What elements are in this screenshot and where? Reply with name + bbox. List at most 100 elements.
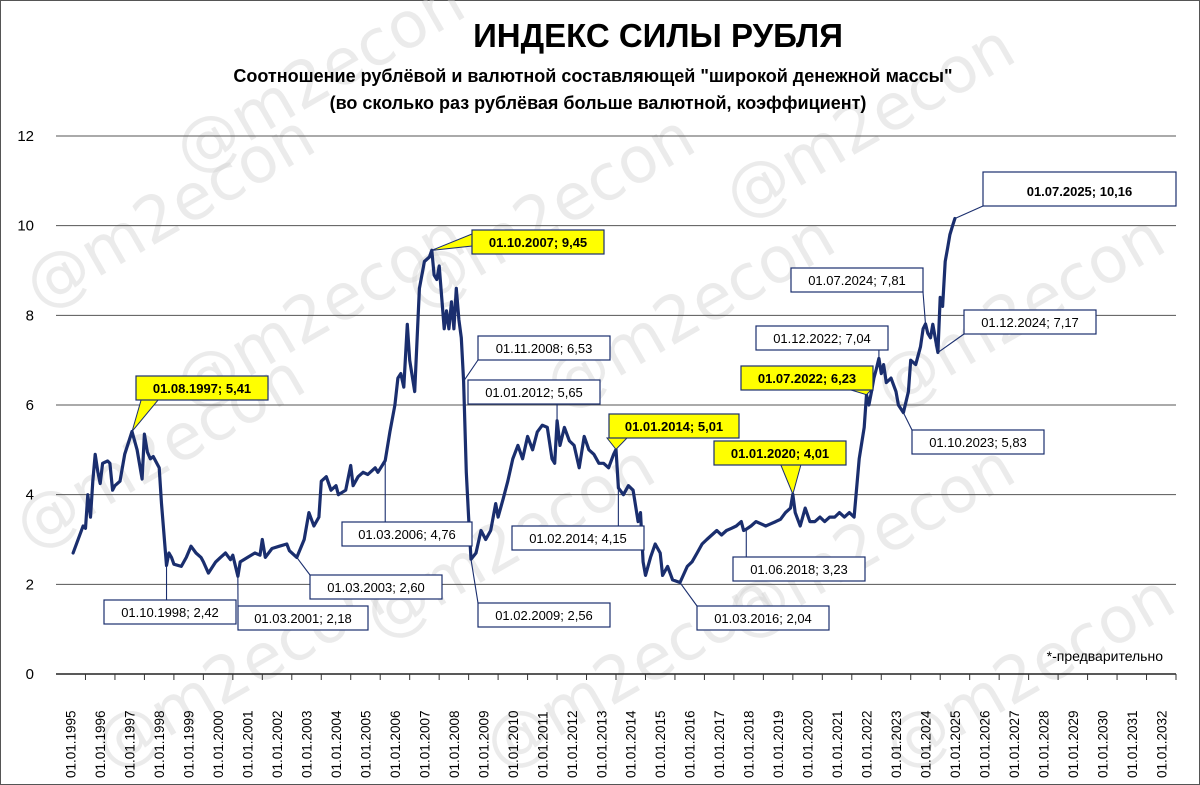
annotation-3: 01.03.2003; 2,60 <box>296 557 443 600</box>
annotation-6: 01.11.2008; 6,53 <box>463 335 611 382</box>
annotation-label: 01.10.2007; 9,45 <box>489 235 587 250</box>
annotation-2: 01.03.2001; 2,18 <box>237 576 369 631</box>
annotation-9: 01.01.2014; 5,01 <box>605 413 740 451</box>
annotation-leader <box>922 291 927 324</box>
annotation-label: 01.03.2006; 4,76 <box>358 527 456 542</box>
x-tick-label: 01.01.2019 <box>771 710 786 778</box>
annotation-10: 01.02.2014; 4,15 <box>511 487 645 551</box>
x-tick-label: 01.01.2022 <box>860 710 875 778</box>
annotation-leader <box>679 582 698 607</box>
annotation-label: 01.08.1997; 5,41 <box>153 381 251 396</box>
annotation-11: 01.03.2016; 2,04 <box>679 582 830 631</box>
annotation-box <box>963 309 1097 335</box>
annotation-box <box>135 375 269 401</box>
x-tick-label: 01.01.2006 <box>388 710 403 778</box>
x-tick-label: 01.01.2021 <box>830 710 845 778</box>
annotation-box <box>471 229 605 255</box>
x-tick-label: 01.01.2025 <box>948 710 963 778</box>
annotation-leader <box>954 205 984 219</box>
annotation-label: 01.03.2001; 2,18 <box>254 611 352 626</box>
x-tick-label: 01.01.2013 <box>594 710 609 778</box>
chart-title: ИНДЕКС СИЛЫ РУБЛЯ <box>473 17 843 54</box>
annotation-label: 01.03.2003; 2,60 <box>327 580 425 595</box>
annotation-box <box>237 605 369 631</box>
x-tick-label: 01.01.2020 <box>801 710 816 778</box>
annotation-18: 01.12.2024; 7,17 <box>937 309 1097 353</box>
x-tick-label: 01.01.2026 <box>977 710 992 778</box>
annotation-label: 01.10.1998; 2,42 <box>121 605 219 620</box>
annotation-label: 01.02.2009; 2,56 <box>495 608 593 623</box>
annotation-box <box>696 605 830 631</box>
watermark-text-7: @m2econ <box>2 339 317 564</box>
x-tick-label: 01.01.1996 <box>93 710 108 778</box>
annotation-box <box>477 602 611 628</box>
footnote-preliminary: *-предварительно <box>1047 648 1164 664</box>
x-tick-label: 01.01.2000 <box>211 710 226 778</box>
x-tick-label: 01.01.2014 <box>624 710 639 778</box>
annotation-0: 01.08.1997; 5,41 <box>131 375 269 432</box>
x-tick-label: 01.01.2031 <box>1125 710 1140 778</box>
x-tick-label: 01.01.2028 <box>1036 710 1051 778</box>
annotation-label: 01.07.2022; 6,23 <box>758 371 856 386</box>
annotation-box <box>477 335 611 361</box>
y-tick-label: 0 <box>26 666 34 683</box>
annotation-pointer <box>780 464 802 496</box>
chart-subtitle-line2: (во сколько раз рублёвая больше валютной… <box>330 93 867 113</box>
annotation-leader <box>463 359 479 382</box>
x-tick-label: 01.01.1997 <box>123 710 138 778</box>
x-tick-label: 01.01.1999 <box>182 710 197 778</box>
annotation-17: 01.07.2024; 7,81 <box>790 267 927 324</box>
annotation-box <box>713 440 847 466</box>
x-tick-label: 01.01.2024 <box>918 710 933 778</box>
annotations: 01.08.1997; 5,41 01.10.1998; 2,42 01.03.20… <box>103 171 1177 631</box>
x-tick-label: 01.01.2023 <box>889 710 904 778</box>
annotation-box <box>755 325 889 351</box>
x-tick-label: 01.01.1998 <box>152 710 167 778</box>
x-tick-label: 01.01.2005 <box>358 710 373 778</box>
x-axis-ticks: 01.01.1995 01.01.1996 01.01.1997 01.01.1998… <box>64 674 1177 778</box>
annotation-box <box>103 599 237 625</box>
y-axis-ticks: 0 2 4 6 8 10 12 <box>17 128 34 683</box>
annotation-leader <box>937 333 965 353</box>
annotation-label: 01.11.2008; 6,53 <box>496 341 593 356</box>
x-tick-label: 01.01.2017 <box>712 710 727 778</box>
annotation-label: 01.06.2018; 3,23 <box>750 562 848 577</box>
x-tick-label: 01.01.2001 <box>241 710 256 778</box>
y-tick-label: 10 <box>17 218 34 235</box>
y-tick-label: 2 <box>26 576 34 593</box>
annotation-label: 01.02.2014; 4,15 <box>529 531 627 546</box>
x-tick-label: 01.01.2010 <box>506 710 521 778</box>
x-tick-label: 01.01.2016 <box>683 710 698 778</box>
annotation-4: 01.03.2006; 4,76 <box>341 460 473 547</box>
annotation-label: 01.12.2022; 7,04 <box>773 331 871 346</box>
x-tick-label: 01.01.2009 <box>476 710 491 778</box>
annotation-8: 01.01.2012; 5,65 <box>467 379 601 421</box>
annotation-label: 01.01.2014; 5,01 <box>625 419 723 434</box>
annotation-12: 01.06.2018; 3,23 <box>732 529 866 582</box>
annotation-14: 01.07.2022; 6,23 <box>740 365 874 396</box>
annotation-label: 01.03.2016; 2,04 <box>714 611 812 626</box>
annotation-box <box>608 413 740 439</box>
gridlines <box>56 135 1176 675</box>
annotation-label: 01.07.2025; 10,16 <box>1027 184 1133 199</box>
annotation-box <box>467 379 601 405</box>
x-tick-label: 01.01.2008 <box>447 710 462 778</box>
annotation-box <box>341 521 473 547</box>
series-line <box>71 216 957 585</box>
annotation-5: 01.10.2007; 9,45 <box>431 229 605 255</box>
annotation-leader <box>470 559 479 604</box>
annotation-19: 01.07.2025; 10,16 <box>954 171 1177 219</box>
annotation-15: 01.12.2022; 7,04 <box>755 325 889 359</box>
x-tick-label: 01.01.2015 <box>653 710 668 778</box>
annotation-pointer <box>850 389 873 396</box>
y-tick-label: 12 <box>17 128 34 145</box>
annotation-box <box>790 267 924 293</box>
annotation-box <box>740 365 874 391</box>
annotation-box <box>511 525 645 551</box>
annotation-label: 01.07.2024; 7,81 <box>808 273 906 288</box>
y-tick-label: 8 <box>26 307 34 324</box>
x-tick-label: 01.01.2032 <box>1154 710 1169 778</box>
y-tick-label: 6 <box>26 397 34 414</box>
x-tick-label: 01.01.2029 <box>1066 710 1081 778</box>
